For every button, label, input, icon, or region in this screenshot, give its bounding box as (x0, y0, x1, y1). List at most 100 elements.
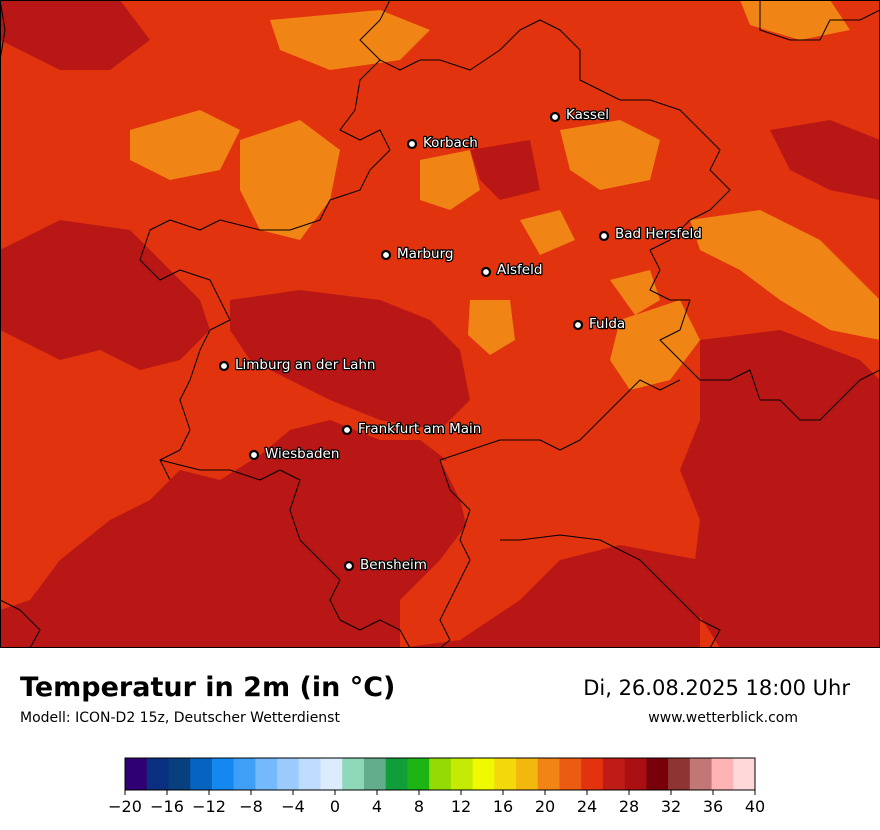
city-frankfurt-am-main: Frankfurt am Main (341, 420, 483, 438)
colorbar-swatch (646, 758, 669, 790)
model-source: Modell: ICON-D2 15z, Deutscher Wetterdie… (20, 710, 340, 726)
colorbar-swatch (125, 758, 148, 790)
state-border (0, 0, 6, 61)
colorbar-tick-label: −16 (150, 797, 184, 816)
colorbar-swatch (255, 758, 278, 790)
colorbar-tick-label: 32 (661, 797, 681, 816)
colorbar-tick-label: 36 (703, 797, 723, 816)
colorbar-swatch (233, 758, 256, 790)
temperature-map: Kassel Korbach Bad Hersfeld Marburg Alsf… (0, 0, 880, 648)
colorbar-swatch (602, 758, 626, 790)
chart-title: Temperatur in 2m (in °C) (20, 672, 396, 703)
temperature-region-22 (740, 0, 850, 40)
colorbar-tick-label: −8 (239, 797, 263, 816)
colorbar-swatch (385, 758, 408, 790)
city-dot (480, 266, 492, 278)
city-dot (598, 230, 610, 242)
temperature-region-26 (680, 330, 880, 648)
city-label: Marburg (397, 246, 453, 262)
state-border (439, 459, 471, 648)
state-border (139, 59, 391, 481)
city-dot (343, 560, 355, 572)
temperature-region-22 (610, 270, 660, 315)
colorbar-ticks: −20 −16 −12 −8 −4 0 4 8 12 16 20 24 28 32 36 40 (108, 790, 765, 816)
colorbar-swatch (168, 758, 191, 790)
city-label: Bad Hersfeld (615, 226, 702, 242)
colorbar-swatch (429, 758, 452, 790)
state-border (359, 0, 880, 421)
colorbar-swatches (125, 758, 756, 790)
temperature-region-22 (520, 210, 575, 255)
temperature-region-22 (270, 10, 430, 70)
colorbar-swatch (342, 758, 365, 790)
state-border (759, 0, 880, 41)
city-marburg: Marburg (380, 245, 455, 263)
city-bad-hersfeld: Bad Hersfeld (598, 225, 703, 243)
colorbar-swatch (537, 758, 560, 790)
city-dot (572, 319, 584, 331)
colorbar-tick-label: 12 (451, 797, 471, 816)
city-label: Bensheim (360, 557, 427, 573)
colorbar-swatch (711, 758, 734, 790)
city-dot (406, 138, 418, 150)
temperature-region-26 (530, 550, 700, 648)
colorbar-swatch (559, 758, 582, 790)
temperature-region-22 (690, 210, 880, 340)
city-kassel: Kassel (549, 106, 610, 124)
city-wiesbaden: Wiesbaden (248, 445, 341, 463)
state-border (500, 534, 721, 648)
colorbar-swatch (146, 758, 169, 790)
city-limburg-an-der-lahn: Limburg an der Lahn (218, 356, 377, 374)
city-label: Kassel (566, 107, 609, 123)
colorbar-swatch (624, 758, 647, 790)
city-dot (218, 360, 230, 372)
colorbar-tick-label: 4 (372, 797, 382, 816)
city-label: Wiesbaden (265, 446, 339, 462)
colorbar-swatch (211, 758, 235, 790)
colorbar-swatch (363, 758, 387, 790)
city-label: Korbach (423, 135, 478, 151)
temperature-region-22 (130, 110, 240, 180)
temperature-region-22 (560, 120, 660, 190)
city-korbach: Korbach (406, 134, 479, 152)
colorbar-swatch (450, 758, 474, 790)
temperature-region-26 (0, 220, 210, 370)
city-markers: Kassel Korbach Bad Hersfeld Marburg Alsf… (218, 106, 703, 574)
colorbar-swatch (298, 758, 322, 790)
temperature-region-26 (230, 290, 470, 430)
city-dot (248, 449, 260, 461)
colorbar-swatch (472, 758, 495, 790)
colorbar-swatch (581, 758, 604, 790)
temperature-region-22 (610, 300, 700, 390)
colorbar-swatch (668, 758, 691, 790)
temperature-region-22 (420, 150, 480, 210)
city-dot (549, 111, 561, 123)
colorbar-frame (124, 757, 756, 791)
colorbar-tick-label: −20 (108, 797, 142, 816)
temperature-region-22 (240, 120, 340, 240)
colorbar-legend: −20 −16 −12 −8 −4 0 4 8 12 16 20 24 28 32 36 40 (108, 757, 765, 816)
state-border (439, 379, 681, 461)
colorbar-tick-label: 28 (619, 797, 639, 816)
city-label: Fulda (589, 316, 625, 332)
colorbar-swatch (689, 758, 713, 790)
colorbar-tick-label: 24 (577, 797, 597, 816)
state-border (159, 459, 411, 648)
state-borders (0, 0, 880, 648)
colorbar-tick-label: −12 (192, 797, 226, 816)
city-dot (380, 249, 392, 261)
colorbar-swatch (733, 758, 756, 790)
forecast-datetime: Di, 26.08.2025 18:00 Uhr (583, 676, 850, 700)
website-link[interactable]: www.wetterblick.com (648, 710, 798, 726)
temperature-region-26 (0, 0, 150, 70)
colorbar-tick-label: 16 (493, 797, 513, 816)
colorbar-tick-label: 40 (745, 797, 765, 816)
temperature-fields (0, 0, 880, 648)
colorbar-swatch (190, 758, 213, 790)
city-alsfeld: Alsfeld (480, 261, 544, 279)
colorbar-swatch (320, 758, 343, 790)
city-label: Alsfeld (497, 262, 542, 278)
temperature-region-26 (770, 120, 880, 200)
city-dot (341, 424, 353, 436)
city-label: Limburg an der Lahn (235, 357, 375, 373)
